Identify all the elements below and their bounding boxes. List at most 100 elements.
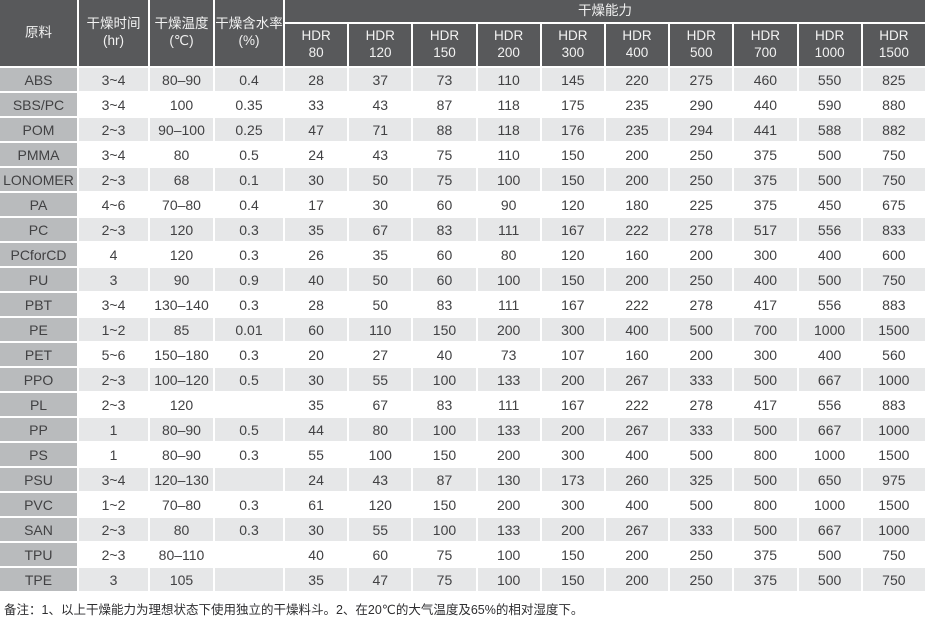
capacity-cell-hdr120: 71 xyxy=(349,118,412,141)
capacity-cell-hdr120: 43 xyxy=(349,143,412,166)
capacity-group-header: 干燥能力 xyxy=(285,0,925,22)
capacity-cell-hdr120: 67 xyxy=(349,218,412,241)
capacity-cell-hdr80: 30 xyxy=(285,518,348,541)
time-cell: 3 xyxy=(79,568,148,591)
capacity-cell-hdr300: 173 xyxy=(541,468,604,491)
capacity-cell-hdr500: 275 xyxy=(670,68,733,91)
temp-cell: 100 xyxy=(150,93,213,116)
capacity-cell-hdr1000: 650 xyxy=(798,468,861,491)
material-cell: PL xyxy=(0,393,77,416)
capacity-cell-hdr80: 40 xyxy=(285,268,348,291)
temp-cell: 150–180 xyxy=(150,343,213,366)
capacity-cell-hdr300: 175 xyxy=(541,93,604,116)
capacity-cell-hdr700: 441 xyxy=(734,118,797,141)
table-row-sbs-pc: SBS/PC 3~4 100 0.35 33 43 87 118 175 235 290 440 590… xyxy=(0,93,925,116)
material-cell: PSU xyxy=(0,468,77,491)
capacity-cell-hdr1000: 667 xyxy=(798,368,861,391)
capacity-cell-hdr150: 100 xyxy=(413,518,476,541)
hdr-column-header-1500: HDR 1500 xyxy=(862,24,925,66)
moisture-cell: 0.4 xyxy=(215,68,283,91)
capacity-cell-hdr400: 200 xyxy=(605,543,669,566)
capacity-cell-hdr400: 235 xyxy=(605,93,669,116)
capacity-cell-hdr700: 375 xyxy=(734,143,797,166)
time-cell: 2~3 xyxy=(79,218,148,241)
material-cell: PS xyxy=(0,443,77,466)
capacity-cell-hdr200: 200 xyxy=(477,443,540,466)
table-row-pc: PC 2~3 120 0.3 35 67 83 111 167 222 278 517 556 833 xyxy=(0,218,925,241)
capacity-cell-hdr1000: 500 xyxy=(798,143,861,166)
capacity-cell-hdr700: 440 xyxy=(734,93,797,116)
time-cell: 3~4 xyxy=(79,293,148,316)
capacity-cell-hdr200: 133 xyxy=(477,368,540,391)
temp-column-header: 干燥温度 (℃) xyxy=(150,0,213,66)
hdr-column-header-700: HDR 700 xyxy=(734,24,797,66)
temp-cell: 130–140 xyxy=(150,293,213,316)
capacity-cell-hdr1000: 450 xyxy=(798,193,861,216)
temp-cell: 68 xyxy=(150,168,213,191)
capacity-cell-hdr500: 500 xyxy=(670,318,733,341)
capacity-cell-hdr200: 118 xyxy=(477,118,540,141)
capacity-cell-hdr700: 375 xyxy=(734,168,797,191)
temp-cell: 80 xyxy=(150,518,213,541)
capacity-cell-hdr700: 800 xyxy=(734,493,797,516)
capacity-cell-hdr500: 250 xyxy=(670,168,733,191)
table-row-pe: PE 1~2 85 0.01 60 110 150 200 300 400 500 700 1000 15… xyxy=(0,318,925,341)
capacity-cell-hdr300: 150 xyxy=(541,568,604,591)
table-row-pl: PL 2~3 120 35 67 83 111 167 222 278 417 556 883 xyxy=(0,393,925,416)
capacity-cell-hdr80: 35 xyxy=(285,568,348,591)
capacity-cell-hdr120: 37 xyxy=(349,68,412,91)
temp-cell: 90–100 xyxy=(150,118,213,141)
capacity-cell-hdr700: 417 xyxy=(734,293,797,316)
capacity-cell-hdr300: 150 xyxy=(541,168,604,191)
capacity-cell-hdr1000: 500 xyxy=(798,568,861,591)
capacity-cell-hdr150: 75 xyxy=(413,143,476,166)
moisture-cell: 0.3 xyxy=(215,293,283,316)
capacity-cell-hdr80: 33 xyxy=(285,93,348,116)
capacity-cell-hdr200: 200 xyxy=(477,493,540,516)
capacity-cell-hdr700: 500 xyxy=(734,518,797,541)
material-column-header: 原料 xyxy=(0,0,77,66)
capacity-cell-hdr200: 80 xyxy=(477,243,540,266)
capacity-cell-hdr120: 27 xyxy=(349,343,412,366)
material-cell: PU xyxy=(0,268,77,291)
time-cell: 2~3 xyxy=(79,168,148,191)
capacity-cell-hdr300: 145 xyxy=(541,68,604,91)
material-cell: PC xyxy=(0,218,77,241)
capacity-cell-hdr200: 100 xyxy=(477,568,540,591)
capacity-cell-hdr1000: 500 xyxy=(798,268,861,291)
moisture-column-header: 干燥含水率 (%) xyxy=(215,0,283,66)
material-cell: PPO xyxy=(0,368,77,391)
material-cell: PA xyxy=(0,193,77,216)
capacity-cell-hdr150: 73 xyxy=(413,68,476,91)
moisture-cell: 0.25 xyxy=(215,118,283,141)
time-cell: 3~4 xyxy=(79,468,148,491)
temp-cell: 120 xyxy=(150,393,213,416)
hdr-column-header-500: HDR 500 xyxy=(670,24,733,66)
capacity-cell-hdr80: 35 xyxy=(285,218,348,241)
time-header-unit: (hr) xyxy=(103,33,124,48)
material-cell: TPU xyxy=(0,543,77,566)
capacity-cell-hdr1500: 883 xyxy=(862,293,925,316)
temp-cell: 120 xyxy=(150,218,213,241)
capacity-cell-hdr400: 180 xyxy=(605,193,669,216)
material-cell: PMMA xyxy=(0,143,77,166)
capacity-cell-hdr500: 200 xyxy=(670,243,733,266)
capacity-cell-hdr200: 90 xyxy=(477,193,540,216)
moisture-cell xyxy=(215,468,283,491)
capacity-cell-hdr300: 300 xyxy=(541,493,604,516)
capacity-cell-hdr80: 61 xyxy=(285,493,348,516)
capacity-cell-hdr700: 500 xyxy=(734,368,797,391)
capacity-cell-hdr500: 333 xyxy=(670,518,733,541)
capacity-cell-hdr500: 200 xyxy=(670,343,733,366)
capacity-cell-hdr1500: 750 xyxy=(862,568,925,591)
moisture-cell: 0.3 xyxy=(215,443,283,466)
capacity-cell-hdr150: 87 xyxy=(413,468,476,491)
capacity-cell-hdr300: 167 xyxy=(541,293,604,316)
capacity-cell-hdr80: 28 xyxy=(285,293,348,316)
capacity-cell-hdr700: 375 xyxy=(734,543,797,566)
temp-cell: 85 xyxy=(150,318,213,341)
table-row-ps: PS 1 80–90 0.3 55 100 150 200 300 400 500 800 1000 15… xyxy=(0,443,925,466)
capacity-cell-hdr500: 333 xyxy=(670,368,733,391)
capacity-cell-hdr150: 83 xyxy=(413,393,476,416)
table-row-ppo: PPO 2~3 100–120 0.5 30 55 100 133 200 267 333 500 66… xyxy=(0,368,925,391)
